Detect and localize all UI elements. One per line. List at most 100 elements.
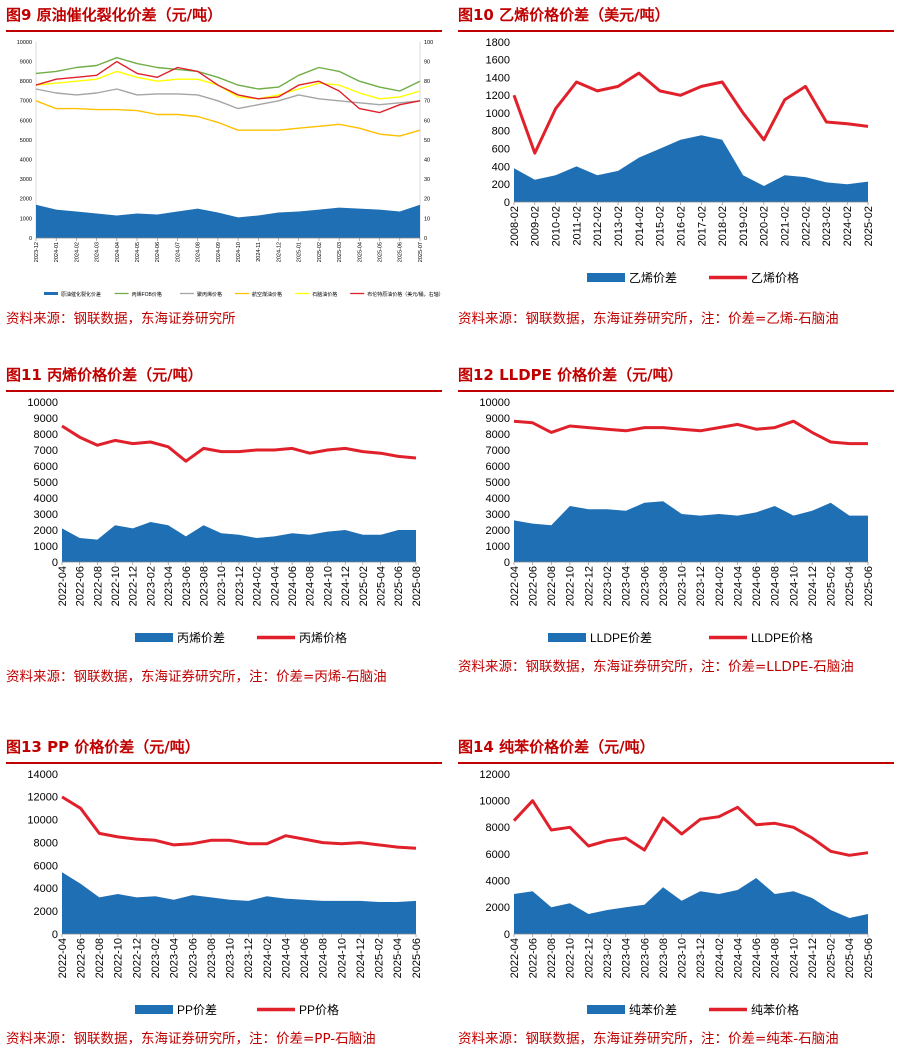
x-tick-label: 2024-12: [355, 938, 367, 978]
y-tick-label: 9000: [34, 413, 58, 425]
x-tick-label: 2022-04: [509, 938, 521, 978]
x-tick-label: 2023-06: [639, 566, 651, 606]
x-tick-label: 2024-02: [714, 938, 726, 978]
series-line: [61, 424, 417, 463]
x-tick-label: 2024-06: [751, 566, 763, 606]
y-tick-label: 1400: [486, 72, 510, 84]
y2-tick-label: 30: [424, 177, 430, 183]
y-tick-label: 10000: [479, 796, 510, 808]
x-tick-label: 2022-10: [565, 566, 577, 606]
x-tick-label: 2025-05: [378, 242, 384, 262]
y-tick-label: 7000: [34, 445, 58, 457]
x-tick-label: 2022-04: [57, 938, 69, 978]
y-tick-label: 200: [492, 179, 510, 191]
x-tick-label: 2024-01: [54, 242, 60, 262]
y-tick-label: 7000: [486, 445, 510, 457]
x-tick-label: 2025-04: [375, 566, 387, 606]
y-tick-label: 1000: [486, 108, 510, 120]
series-line: [35, 100, 421, 137]
figure-9-panel: 图9 原油催化裂化价差（元/吨） 0 1000 2000 3000 4000 5000 60…: [6, 4, 442, 334]
legend-label: LLDPE价差: [590, 631, 652, 645]
x-tick-label: 2019-02: [738, 206, 750, 246]
y-tick-label: 10000: [27, 815, 58, 827]
x-tick-label: 2023-08: [658, 566, 670, 606]
y2-tick-label: 90: [424, 60, 430, 66]
x-tick-label: 2025-08: [411, 566, 423, 606]
figure-title: 图14 纯苯价格价差（元/吨）: [458, 738, 655, 756]
x-tick-label: 2024-12: [340, 566, 352, 606]
series-line: [35, 70, 421, 100]
legend-label: PP价差: [177, 1003, 217, 1017]
x-tick-label: 2024-08: [770, 566, 782, 606]
x-tick-label: 2023-10: [677, 566, 689, 606]
y-tick-label: 0: [29, 236, 32, 242]
y-tick-label: 1000: [486, 541, 510, 553]
y-tick-label: 6000: [486, 461, 510, 473]
y-tick-label: 6000: [20, 118, 32, 124]
x-tick-label: 2024-04: [280, 938, 292, 978]
legend-label: 纯苯价差: [629, 1003, 677, 1017]
y-tick-label: 2000: [486, 902, 510, 914]
x-tick-label: 2010-02: [550, 206, 562, 246]
x-tick-label: 2015-02: [655, 206, 667, 246]
x-tick-label: 2024-02: [842, 206, 854, 246]
y-tick-label: 0: [52, 929, 58, 941]
x-tick-label: 2024-08: [318, 938, 330, 978]
x-tick-label: 2017-02: [696, 206, 708, 246]
x-tick-label: 2024-04: [732, 938, 744, 978]
x-tick-label: 2022-08: [546, 566, 558, 606]
x-tick-label: 2024-06: [287, 566, 299, 606]
figure-10-panel: 图10 乙烯价格价差（美元/吨） 0 200 400 600 800 1000 1200 14…: [458, 4, 894, 334]
y-tick-label: 2000: [20, 197, 32, 203]
y-tick-label: 12000: [479, 769, 510, 781]
x-tick-label: 2025-04: [844, 938, 856, 978]
x-tick-label: 2023-10: [677, 938, 689, 978]
title-rule: [6, 390, 442, 392]
figure-13-panel: 图13 PP 价格价差（元/吨） 0 2000 4000 6000 8000 10000 1…: [6, 736, 442, 1060]
figure-title: 图13 PP 价格价差（元/吨）: [6, 738, 200, 756]
y-tick-label: 0: [504, 197, 510, 209]
title-rule: [458, 762, 894, 764]
x-tick-label: 2022-12: [583, 938, 595, 978]
x-tick-label: 2025-02: [826, 566, 838, 606]
x-tick-label: 2024-12: [807, 566, 819, 606]
x-tick-label: 2024-10: [236, 242, 242, 262]
series-area: [514, 135, 868, 202]
series-line: [513, 419, 868, 446]
x-tick-label: 2024-06: [299, 938, 311, 978]
x-tick-label: 2024-12: [807, 938, 819, 978]
x-tick-label: 2024-10: [788, 566, 800, 606]
x-tick-label: 2024-05: [135, 242, 141, 262]
x-tick-label: 2022-12: [131, 938, 143, 978]
x-tick-label: 2025-04: [844, 566, 856, 606]
y-tick-label: 5000: [20, 138, 32, 144]
x-tick-label: 2022-04: [57, 566, 69, 606]
legend-swatch: [44, 292, 58, 295]
y-tick-label: 10000: [479, 397, 510, 409]
x-tick-label: 2022-06: [527, 566, 539, 606]
y-tick-label: 400: [492, 161, 510, 173]
legend-label: 石脑油价格: [312, 291, 337, 298]
source-note: 资料来源：钢联数据，东海证券研究所，注：价差=PP-石脑油: [6, 1031, 376, 1047]
figure-12-panel: 图12 LLDPE 价格价差（元/吨） 0 1000 2000 3000 4000 500…: [458, 364, 894, 704]
y-tick-label: 5000: [486, 477, 510, 489]
x-tick-label: 2022-12: [128, 566, 140, 606]
x-tick-label: 2016-02: [675, 206, 687, 246]
y-tick-label: 2000: [34, 906, 58, 918]
source-note: 资料来源：钢联数据，东海证券研究所，注：价差=纯苯-石脑油: [458, 1031, 839, 1047]
x-tick-label: 2024-06: [751, 938, 763, 978]
x-tick-label: 2024-07: [175, 242, 181, 262]
x-tick-label: 2023-04: [621, 938, 633, 978]
y-tick-label: 8000: [20, 79, 32, 85]
x-tick-label: 2022-08: [92, 566, 104, 606]
x-tick-label: 2025-06: [863, 938, 875, 978]
legend-label: 航空煤油价格: [252, 291, 282, 298]
source-note: 资料来源：钢联数据，东海证券研究所: [6, 311, 236, 327]
x-tick-label: 2023-06: [639, 938, 651, 978]
y-tick-label: 3000: [20, 177, 32, 183]
x-tick-label: 2024-12: [276, 242, 282, 262]
x-tick-label: 2024-10: [322, 566, 334, 606]
y2-tick-label: 50: [424, 138, 430, 144]
y-tick-label: 4000: [20, 158, 32, 164]
x-tick-label: 2013-02: [613, 206, 625, 246]
